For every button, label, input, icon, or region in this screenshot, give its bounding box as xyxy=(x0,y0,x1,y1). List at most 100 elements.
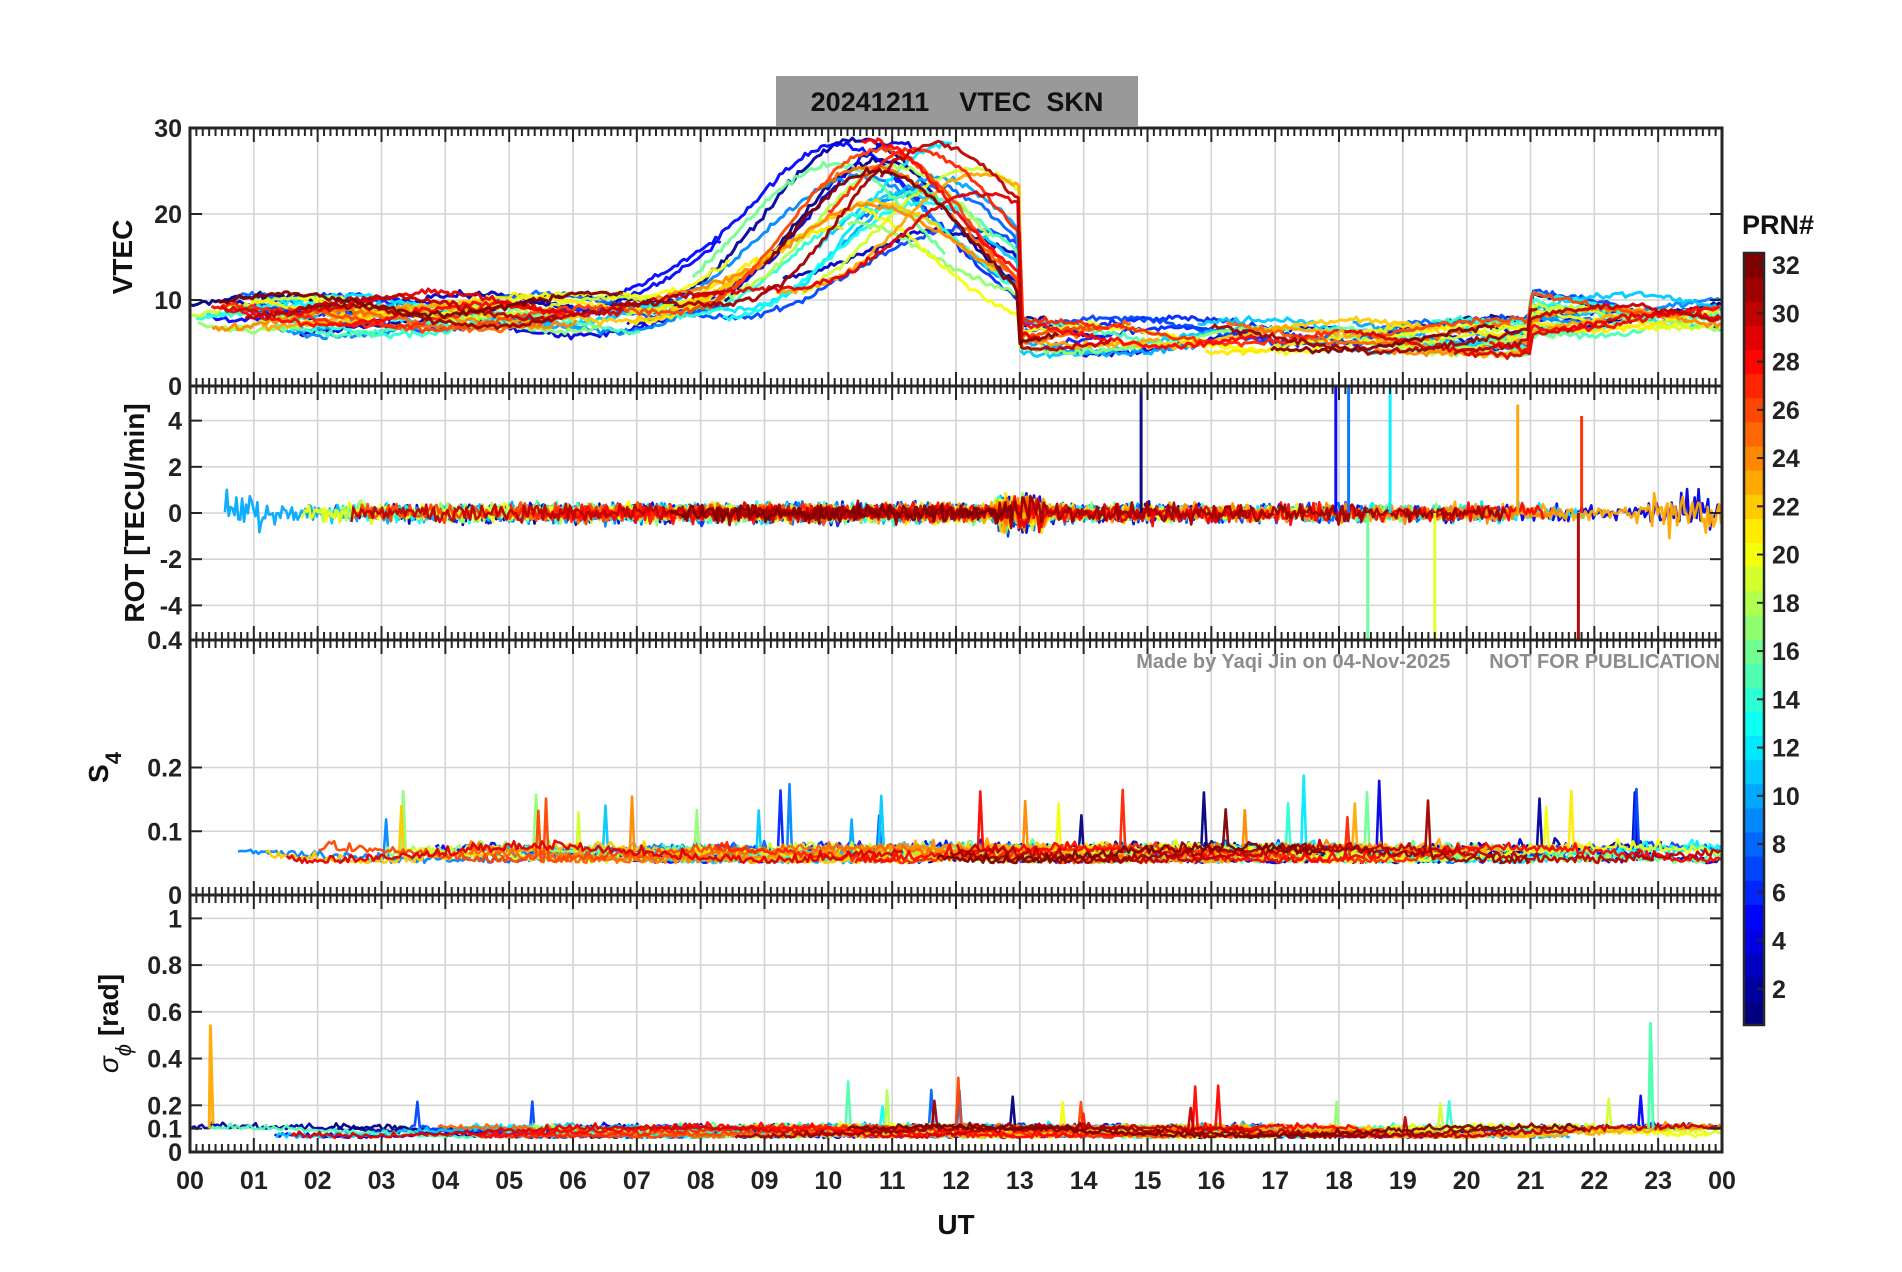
colorbar-ticklabel: 8 xyxy=(1772,831,1786,859)
vtec-trace xyxy=(216,290,624,320)
xtick-label: 15 xyxy=(1134,1167,1162,1195)
colorbar-cell xyxy=(1744,880,1764,905)
vtec-trace xyxy=(816,188,1258,359)
colorbar-cell xyxy=(1744,1000,1764,1026)
vtec-trace xyxy=(1210,307,1538,356)
colorbar-cell xyxy=(1744,590,1764,616)
xtick-label: 08 xyxy=(687,1167,715,1195)
colorbar-ticklabel: 18 xyxy=(1772,590,1800,618)
colorbar-ticklabel: 6 xyxy=(1772,879,1786,907)
vtec-trace xyxy=(1270,323,1495,355)
ytick-label-sigma: 0.8 xyxy=(147,952,182,980)
ylabel-vtec: VTEC xyxy=(107,220,138,295)
xtick-label: 06 xyxy=(559,1167,587,1195)
xtick-label: 22 xyxy=(1580,1167,1608,1195)
colorbar-cell xyxy=(1744,614,1764,640)
ytick-label-rot: 2 xyxy=(168,454,182,482)
colorbar-cell xyxy=(1744,759,1764,785)
ytick-label-rot: 4 xyxy=(168,408,182,436)
colorbar-cell xyxy=(1744,663,1764,688)
xtick-label: 20 xyxy=(1453,1167,1481,1195)
vtec-trace xyxy=(722,200,961,322)
colorbar-cell xyxy=(1744,349,1764,375)
colorbar-ticklabel: 26 xyxy=(1772,397,1800,425)
axes-layer xyxy=(188,126,1724,1154)
ytick-label-vtec: 20 xyxy=(154,201,182,229)
xtick-label: 17 xyxy=(1261,1167,1289,1195)
vtec-trace xyxy=(298,302,559,331)
xlabel: UT xyxy=(937,1209,974,1240)
colorbar-cell xyxy=(1744,952,1764,978)
colorbar-frame xyxy=(1742,251,1766,1027)
ytick-label-rot: -2 xyxy=(160,546,182,574)
xtick-label: 13 xyxy=(1006,1167,1034,1195)
colorbar-cell xyxy=(1744,976,1764,1002)
xtick-label: 11 xyxy=(879,1167,906,1195)
xtick-label: 00 xyxy=(1708,1167,1736,1195)
ytick-label-top-rot: 0 xyxy=(168,373,182,401)
vtec-trace xyxy=(1225,320,1511,347)
colorbar-ticklabel: 30 xyxy=(1772,300,1800,328)
ytick-label-s4: 0 xyxy=(168,882,182,910)
colorbar-cell xyxy=(1744,735,1764,761)
xtick-label: 10 xyxy=(814,1167,842,1195)
xtick-label: 04 xyxy=(431,1167,459,1195)
xtick-label: 07 xyxy=(623,1167,651,1195)
chart-title: 20241211 VTEC SKN xyxy=(811,87,1104,117)
colorbar-cell xyxy=(1744,856,1764,881)
ylabel-rot: ROT [TECU/min] xyxy=(119,403,150,622)
xtick-label: 05 xyxy=(495,1167,523,1195)
colorbar-ticklabel: 14 xyxy=(1772,686,1800,714)
xtick-label: 23 xyxy=(1644,1167,1672,1195)
colorbar-cell xyxy=(1744,687,1764,712)
xtick-label: 12 xyxy=(942,1167,970,1195)
colorbar-ticklabel: 12 xyxy=(1772,735,1800,763)
sigma-trace xyxy=(207,1024,215,1129)
colorbar-label: PRN# xyxy=(1742,210,1814,240)
vtec-trace xyxy=(861,137,1258,350)
colorbar-cell xyxy=(1744,470,1764,495)
ytick-label-sigma: 0 xyxy=(168,1139,182,1167)
watermark: Made by Yaqi Jin on 04-Nov-2025 NOT FOR … xyxy=(1136,651,1720,673)
colorbar-ticklabel: 4 xyxy=(1772,928,1786,956)
colorbar-cell xyxy=(1744,783,1764,809)
vtec-trace xyxy=(1479,313,1721,351)
vtec-trace xyxy=(1374,305,1722,358)
xtick-label: 00 xyxy=(176,1167,204,1195)
ytick-label-rot: -4 xyxy=(160,592,182,620)
colorbar-cell xyxy=(1744,301,1764,326)
colorbar-ticklabel: 28 xyxy=(1772,349,1800,377)
vtec-trace xyxy=(691,160,947,279)
vtec-trace xyxy=(879,139,1112,352)
ytick-label-vtec: 30 xyxy=(154,115,182,143)
colorbar-cell xyxy=(1744,446,1764,471)
xtick-label: 18 xyxy=(1325,1167,1353,1195)
ytick-label-vtec: 10 xyxy=(154,287,182,315)
s4-trace xyxy=(318,797,748,864)
s4-trace xyxy=(936,808,1326,865)
ytick-label-sigma: 0.2 xyxy=(147,1092,182,1120)
colorbar-ticklabel: 16 xyxy=(1772,638,1800,666)
colorbar-cell xyxy=(1744,277,1764,302)
ytick-label-sigma: 0.1 xyxy=(147,1116,182,1144)
colorbar-cell xyxy=(1744,832,1764,857)
sigma-trace xyxy=(734,1099,1520,1140)
xtick-label: 03 xyxy=(368,1167,396,1195)
colorbar-ticklabel: 22 xyxy=(1772,493,1800,521)
xtick-label: 02 xyxy=(304,1167,332,1195)
colorbar-cell xyxy=(1744,494,1764,519)
colorbar-ticklabel: 10 xyxy=(1772,783,1800,811)
colorbar-cell xyxy=(1744,421,1764,447)
vtec-trace xyxy=(827,146,1109,331)
rot-trace xyxy=(350,502,903,525)
colorbar-cell xyxy=(1744,397,1764,423)
colorbar-cell xyxy=(1744,807,1764,833)
title-background xyxy=(776,76,1138,126)
ylabel-sigma: σϕ [rad] xyxy=(93,974,136,1073)
colorbar-cell xyxy=(1744,325,1764,350)
colorbar-cell xyxy=(1744,639,1764,664)
colorbar-cell xyxy=(1744,566,1764,592)
xtick-label: 01 xyxy=(240,1167,268,1195)
